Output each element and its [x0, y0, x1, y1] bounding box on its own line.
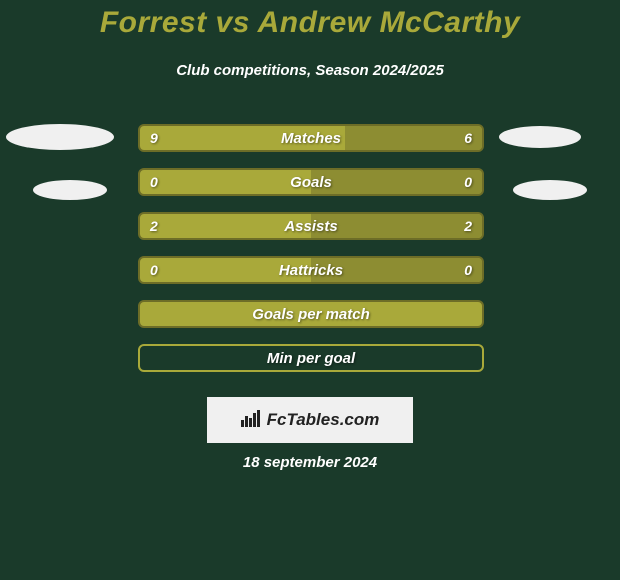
decorative-ellipse — [6, 124, 114, 150]
stat-row-inner: Min per goal — [140, 346, 482, 370]
stat-row: 00Hattricks — [138, 256, 484, 284]
stat-row: Goals per match — [138, 300, 484, 328]
stat-label: Assists — [284, 218, 337, 235]
stat-row: 96Matches — [138, 124, 484, 152]
watermark: FcTables.com — [241, 409, 380, 432]
stat-label: Goals — [290, 174, 332, 191]
dateline: 18 september 2024 — [0, 454, 620, 471]
page-title: Forrest vs Andrew McCarthy — [0, 6, 620, 40]
bars-icon — [241, 409, 261, 432]
page-subtitle: Club competitions, Season 2024/2025 — [0, 62, 620, 79]
stat-row-inner: Matches — [140, 126, 482, 150]
stat-rows: 96Matches 00Goals 22Assists 00Hattricks Goal… — [138, 124, 484, 388]
stat-label: Min per goal — [267, 350, 355, 367]
stat-label: Matches — [281, 130, 341, 147]
watermark-box: FcTables.com — [207, 397, 413, 443]
watermark-label: FcTables.com — [267, 410, 380, 430]
stat-row: Min per goal — [138, 344, 484, 372]
stat-label: Hattricks — [279, 262, 343, 279]
decorative-ellipse — [33, 180, 107, 200]
stat-row-inner: Goals — [140, 170, 482, 194]
stat-row-inner: Assists — [140, 214, 482, 238]
comparison-infographic: Forrest vs Andrew McCarthy Club competit… — [0, 0, 620, 580]
decorative-ellipse — [513, 180, 587, 200]
stat-row: 00Goals — [138, 168, 484, 196]
decorative-ellipse — [499, 126, 581, 148]
stat-row: 22Assists — [138, 212, 484, 240]
stat-row-inner: Goals per match — [140, 302, 482, 326]
stat-row-inner: Hattricks — [140, 258, 482, 282]
stat-label: Goals per match — [252, 306, 370, 323]
